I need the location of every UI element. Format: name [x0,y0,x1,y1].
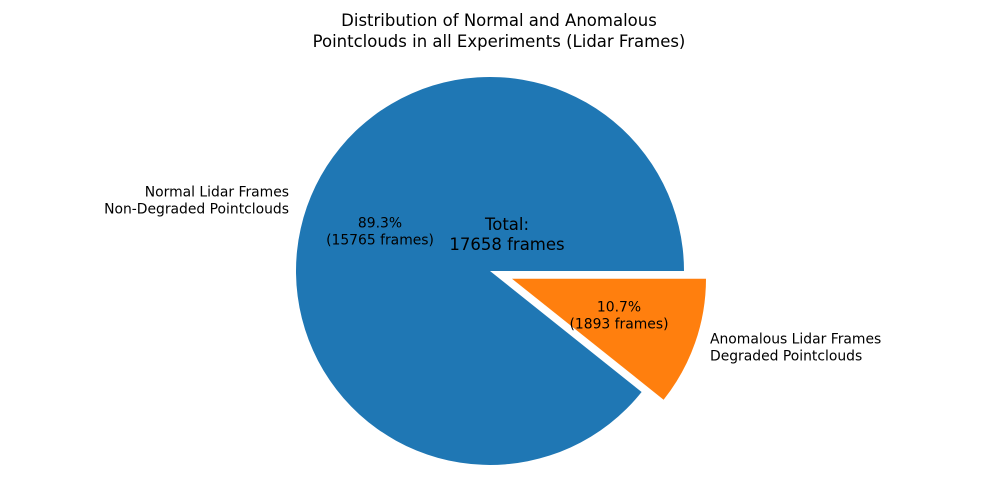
pie-slice-normal-wedge [295,76,684,465]
slice-label-anomalous: Anomalous Lidar Frames Degraded Pointclo… [710,331,882,365]
pie-slice-anomalous-wedge [512,278,706,400]
chart-title: Distribution of Normal and Anomalous Poi… [312,11,686,51]
slice-percent-anomalous: 10.7% (1893 frames) [569,299,669,333]
total-annotation: Total: 17658 frames [449,215,565,254]
slice-percent-normal: 89.3% (15765 frames) [326,215,434,249]
slice-label-normal: Normal Lidar Frames Non-Degraded Pointcl… [104,184,289,218]
